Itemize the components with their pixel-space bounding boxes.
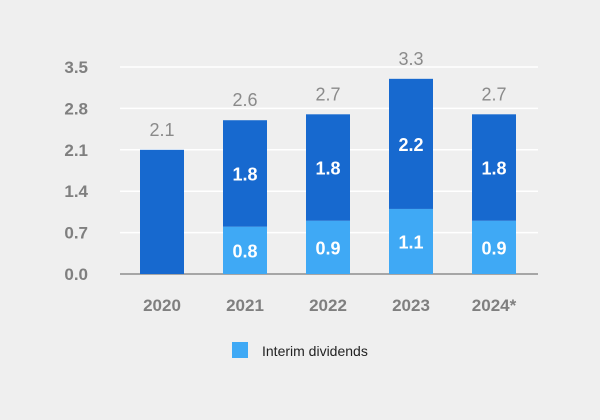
data-labels: 2.1 2.6 1.8 0.8 2.7 1.8 0.9 3.3 2.2 1.1 2.7 1.8 0.9	[149, 49, 506, 262]
x-category-label: 2022	[309, 296, 347, 315]
bar-interim-2022	[306, 220, 350, 274]
bars	[140, 78, 516, 274]
x-category-label: 2023	[392, 296, 430, 315]
total-label: 3.3	[398, 49, 423, 69]
segment-label-final: 1.8	[315, 159, 340, 179]
bar-final-2022	[306, 114, 350, 221]
legend-swatch-interim	[232, 342, 248, 358]
bar-interim-2023	[389, 208, 433, 274]
segment-label-interim: 1.1	[398, 232, 423, 252]
bar-interim-2024*	[472, 220, 516, 274]
y-tick-label: 2.8	[64, 99, 88, 118]
x-category-label: 2024*	[472, 296, 517, 315]
x-category-label: 2020	[143, 296, 181, 315]
x-category-label: 2021	[226, 296, 264, 315]
legend-label-interim: Interim dividends	[262, 343, 368, 359]
total-label: 2.1	[149, 120, 174, 140]
bar-final-2023	[389, 78, 433, 209]
total-label: 2.7	[315, 84, 340, 104]
total-label: 2.6	[232, 90, 257, 110]
segment-label-final: 2.2	[398, 135, 423, 155]
y-axis-ticks: 0.0 0.7 1.4 2.1 2.8 3.5	[64, 58, 88, 284]
segment-label-final: 1.8	[481, 159, 506, 179]
y-tick-label: 2.1	[64, 141, 88, 160]
segment-label-interim: 0.9	[481, 238, 506, 258]
y-tick-label: 0.0	[64, 265, 88, 284]
bar-final-2021	[223, 120, 267, 227]
y-tick-label: 0.7	[64, 224, 88, 243]
y-tick-label: 3.5	[64, 58, 88, 77]
segment-label-final: 1.8	[232, 164, 257, 184]
bar-final-2020	[140, 149, 184, 274]
bar-final-2024*	[472, 114, 516, 221]
y-tick-label: 1.4	[64, 182, 88, 201]
segment-label-interim: 0.9	[315, 238, 340, 258]
total-label: 2.7	[481, 84, 506, 104]
segment-label-interim: 0.8	[232, 241, 257, 261]
bar-interim-2021	[223, 226, 267, 274]
legend: Interim dividends	[232, 342, 368, 359]
x-axis-categories: 2020 2021 2022 2023 2024*	[143, 296, 517, 315]
